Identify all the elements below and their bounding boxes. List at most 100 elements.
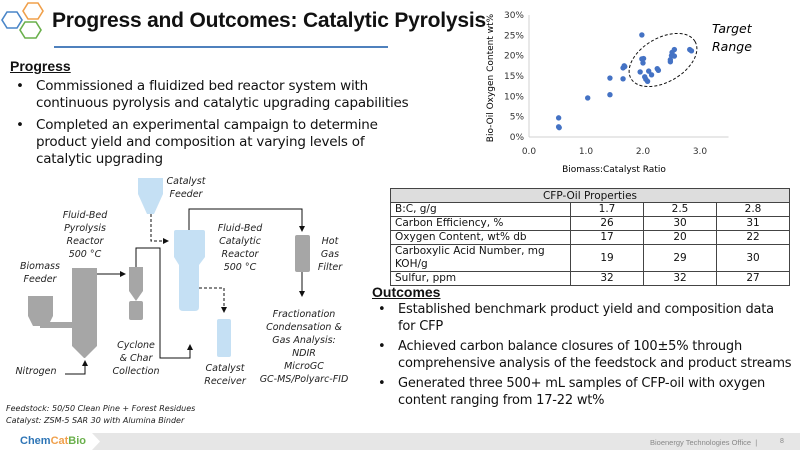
y-tick-label: 5%: [510, 113, 525, 123]
y-tick-label: 10%: [504, 92, 524, 102]
label: Fluid-Bed: [218, 223, 264, 234]
logo-text: Cat: [50, 435, 69, 447]
cell-value: 32: [643, 271, 717, 286]
label: & Char: [120, 353, 154, 364]
title-divider: [54, 46, 388, 48]
progress-item: Commissioned a fluidized bed reactor sys…: [10, 78, 410, 112]
outcomes-list: Established benchmark product yield and …: [372, 302, 792, 413]
data-point: [646, 68, 652, 74]
cell-value: 30: [716, 244, 790, 272]
label: Feeder: [24, 274, 58, 285]
label: Catalytic: [219, 236, 262, 247]
outcomes-heading: Outcomes: [372, 284, 441, 300]
catalytic-reactor-shape: [174, 230, 205, 311]
hot-gas-filter-shape: [295, 235, 310, 272]
table-row: Carboxylic Acid Number, mg KOH/g 19 29 30: [390, 244, 790, 272]
row-label: B:C, g/g: [390, 202, 571, 217]
x-tick-label: 2.0: [636, 147, 651, 157]
data-point: [655, 67, 662, 74]
page-number: 8: [780, 438, 784, 445]
data-point: [637, 69, 643, 75]
cell-value: 32: [570, 271, 644, 286]
y-tick-label: 25%: [504, 31, 524, 41]
cell-value: 2.5: [643, 202, 717, 217]
table-row: Oxygen Content, wt% db 17 20 22: [390, 230, 790, 245]
label: Catalyst: [167, 176, 207, 187]
data-point: [671, 46, 678, 53]
y-tick-label: 0%: [510, 133, 525, 143]
cell-value: 27: [716, 271, 790, 286]
label: Condensation &: [266, 322, 342, 333]
outcome-item: Generated three 500+ mL samples of CFP-o…: [372, 376, 792, 409]
table-row: Sulfur, ppm 32 32 27: [390, 271, 790, 286]
label: Biomass: [20, 261, 60, 272]
cell-value: 19: [570, 244, 644, 272]
data-point: [555, 115, 562, 121]
table-title: CFP-Oil Properties: [390, 188, 790, 203]
y-tick-label: 15%: [504, 72, 524, 82]
feedstock-note: Feedstock: 50/50 Clean Pine + Forest Res…: [6, 404, 195, 413]
process-diagram: Catalyst Feeder Fluid-Bed Pyrolysis Reac…: [6, 176, 349, 425]
cfp-oil-properties-table: CFP-Oil Properties B:C, g/g 1.7 2.5 2.8 Carb…: [390, 188, 790, 286]
logo-text: Chem: [20, 435, 51, 447]
annotation-target: Target: [712, 21, 753, 36]
separator: |: [755, 438, 758, 447]
pyrolysis-reactor-shape: [72, 268, 97, 358]
logo-hexagons-icon: [1, 2, 44, 39]
label: Gas: [321, 249, 339, 260]
cell-value: 26: [570, 216, 644, 231]
data-point: [648, 72, 655, 78]
cyclone-shape: [129, 267, 143, 301]
row-label: Carboxylic Acid Number, mg KOH/g: [390, 244, 571, 272]
table-row: B:C, g/g 1.7 2.5 2.8: [390, 202, 790, 217]
cell-value: 22: [716, 230, 790, 245]
cell-value: 1.7: [570, 202, 644, 217]
label: Feeder: [170, 189, 204, 200]
office-label: Bioenergy Technologies Office |: [650, 438, 757, 447]
label: Catalyst: [206, 363, 246, 374]
data-point: [644, 78, 651, 84]
label: 500 °C: [224, 262, 257, 273]
progress-heading: Progress: [10, 58, 71, 74]
label: Filter: [318, 262, 343, 273]
annotation-range: Range: [712, 39, 752, 54]
label: Collection: [113, 366, 160, 377]
logo-text: Bio: [68, 435, 87, 447]
progress-list: Commissioned a fluidized bed reactor sys…: [10, 78, 410, 173]
label: Gas Analysis:: [272, 335, 336, 346]
footer-logo-tab: [0, 433, 100, 450]
catalyst-receiver-shape: [217, 319, 231, 357]
data-point: [640, 55, 647, 62]
label: Reactor: [222, 249, 260, 260]
office-name: Bioenergy Technologies Office: [650, 438, 752, 447]
label: Fractionation: [273, 309, 336, 320]
x-tick-label: 1.0: [579, 147, 594, 157]
footer-bar: [0, 433, 800, 450]
cell-value: 30: [643, 216, 717, 231]
cell-value: 2.8: [716, 202, 790, 217]
data-point: [640, 60, 646, 66]
chemcatbio-logo: ChemCatBio: [20, 435, 86, 447]
label: MicroGC: [284, 361, 324, 372]
row-label: Sulfur, ppm: [390, 271, 571, 286]
cell-value: 20: [643, 230, 717, 245]
data-point: [556, 124, 562, 131]
data-point: [667, 57, 674, 63]
data-point: [639, 32, 645, 38]
oxygen-content-scatter-chart: 0% 5% 10% 15% 20% 25% 30% 0.0 1.0 2.0 3.0 Target R…: [486, 11, 753, 175]
x-axis-label: Biomass:Catalyst Ratio: [562, 165, 666, 175]
cell-value: 17: [570, 230, 644, 245]
label: 500 °C: [69, 249, 102, 260]
target-range-ellipse: [628, 32, 698, 88]
progress-item: Completed an experimental campaign to de…: [10, 117, 410, 168]
label: Receiver: [204, 376, 247, 387]
row-label: Oxygen Content, wt% db: [390, 230, 571, 245]
data-point: [607, 92, 613, 98]
x-tick-label: 3.0: [693, 147, 708, 157]
data-point: [671, 53, 678, 59]
y-tick-label: 20%: [504, 52, 524, 62]
x-tick-label: 0.0: [522, 147, 537, 157]
page-title: Progress and Outcomes: Catalytic Pyrolys…: [52, 9, 486, 32]
label: GC-MS/Polyarc-FID: [260, 374, 349, 385]
label: Cyclone: [117, 340, 155, 351]
